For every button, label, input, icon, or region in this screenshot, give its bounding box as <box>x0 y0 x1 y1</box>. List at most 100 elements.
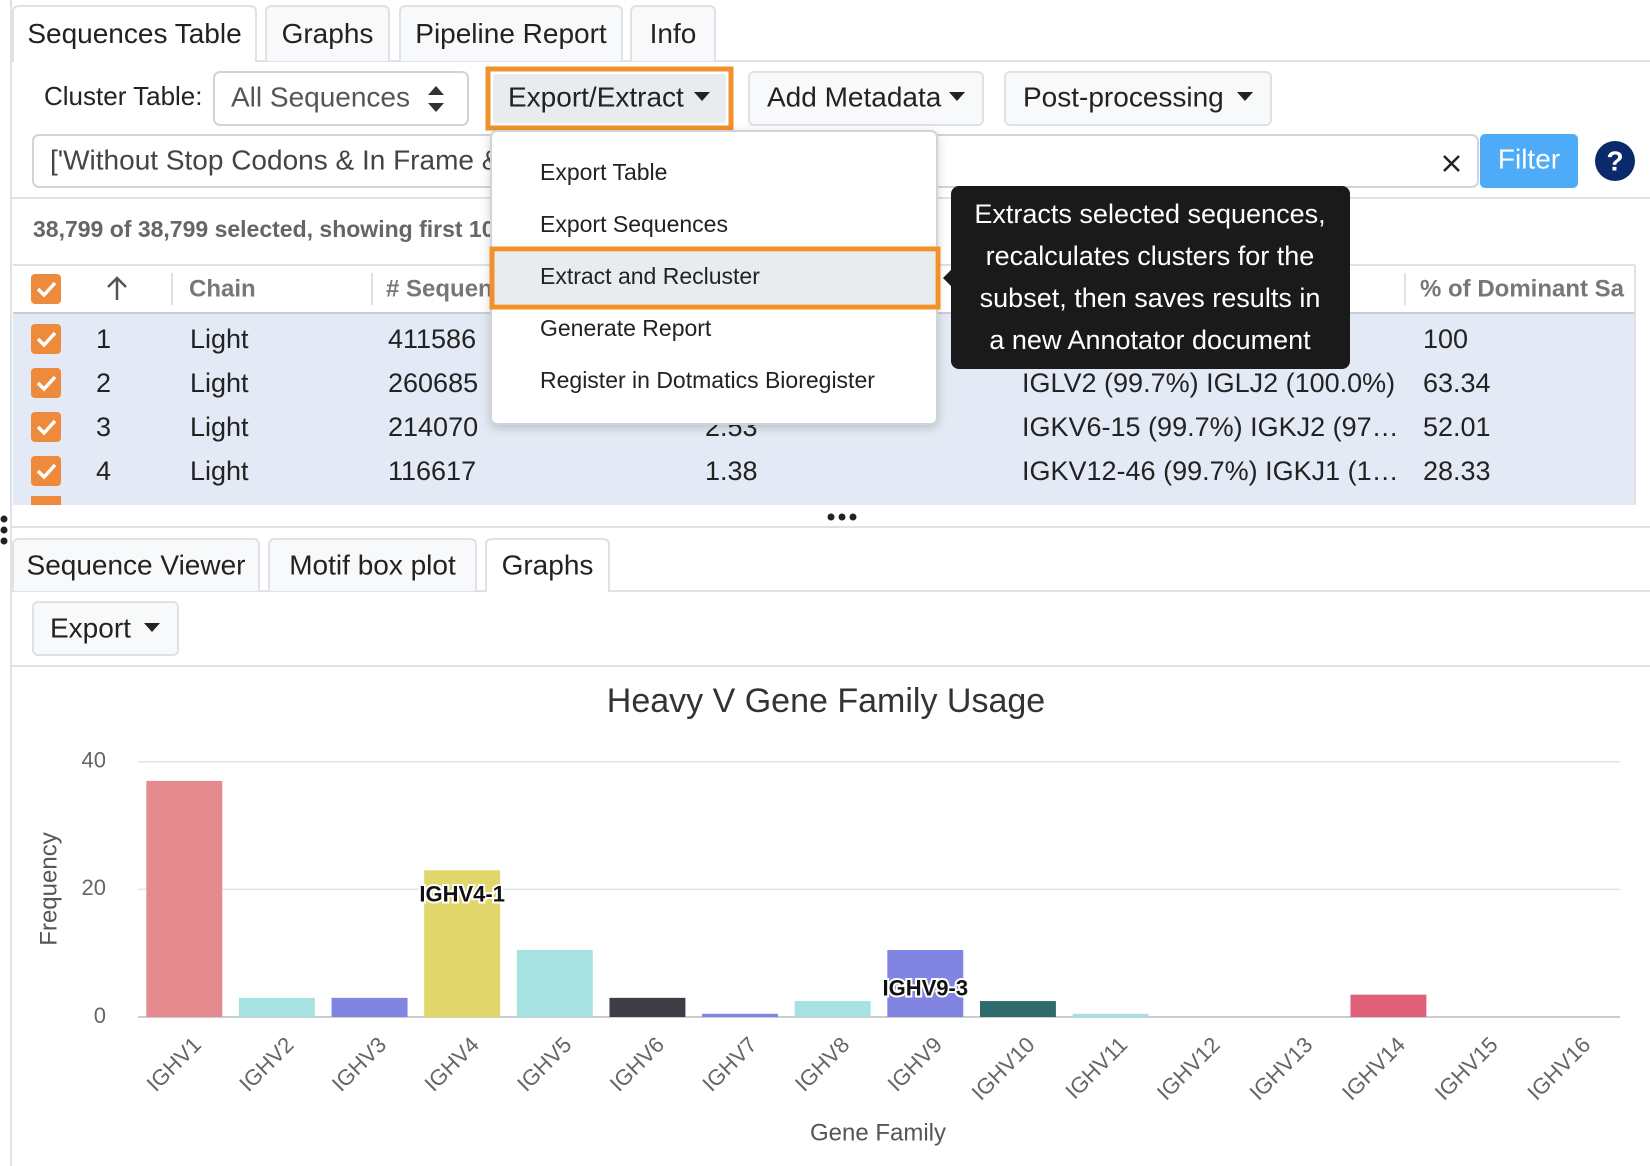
toolbar-button-label[interactable]: Export/Extract <box>508 81 684 112</box>
column-header[interactable]: Chain <box>189 275 256 302</box>
toolbar-button-label[interactable]: Add Metadata <box>767 81 942 112</box>
clear-icon[interactable] <box>1443 155 1460 172</box>
splitter-dot[interactable] <box>849 513 857 521</box>
table-cell: 411586 <box>388 324 476 354</box>
tab-label[interactable]: Graphs <box>502 549 594 580</box>
cluster-label: Cluster Table: <box>44 81 203 111</box>
table-cell: IGKV12-46 (99.7%) IGKJ1 (1… <box>1022 456 1399 486</box>
bar <box>146 780 223 1017</box>
help-icon[interactable] <box>1595 141 1635 181</box>
splitter-dot[interactable] <box>0 526 8 534</box>
checkmark <box>36 375 57 392</box>
bar <box>238 997 315 1017</box>
tooltip-line: recalculates clusters for the <box>986 241 1315 271</box>
checkmark <box>36 463 57 480</box>
table-cell: 100 <box>1423 324 1468 354</box>
table-cell: 52.01 <box>1423 412 1491 442</box>
help-icon-label[interactable]: ? <box>1606 145 1623 176</box>
tooltip-line: Extracts selected sequences, <box>974 199 1325 229</box>
y-tick-label: 20 <box>82 875 106 900</box>
table-cell: 4 <box>96 456 111 486</box>
toolbar-button[interactable] <box>748 71 984 126</box>
checkbox[interactable] <box>31 456 61 486</box>
active-tab[interactable] <box>12 5 257 61</box>
checkmark <box>36 281 57 298</box>
checkmark <box>36 331 57 348</box>
caret-icon <box>949 92 965 101</box>
tab-label[interactable]: Pipeline Report <box>415 18 607 49</box>
checkbox[interactable] <box>31 274 61 304</box>
tab-label[interactable]: Sequence Viewer <box>27 549 246 580</box>
tooltip-arrow <box>943 268 953 288</box>
bar <box>516 950 593 1017</box>
bar-annotation: IGHV9-3 <box>883 975 969 1000</box>
bar <box>609 997 686 1017</box>
splitter-dot[interactable] <box>0 515 8 523</box>
graph-export-button[interactable] <box>32 601 179 656</box>
table-cell: 260685 <box>388 368 478 398</box>
table-cell: Light <box>190 412 249 442</box>
tab-label[interactable]: Graphs <box>282 18 374 49</box>
tab[interactable] <box>399 5 623 61</box>
checkbox[interactable] <box>31 368 61 398</box>
y-tick-label: 40 <box>82 748 106 773</box>
splitter-dot[interactable] <box>827 513 835 521</box>
partial-checkbox <box>31 496 61 505</box>
tab-label[interactable]: Info <box>650 18 697 49</box>
menu-item[interactable]: Register in Dotmatics Bioregister <box>540 367 875 393</box>
graph-export-label[interactable]: Export <box>50 612 131 643</box>
table-cell: 1 <box>96 324 111 354</box>
menu-item[interactable]: Export Sequences <box>540 211 728 237</box>
menu-item[interactable]: Generate Report <box>540 315 712 341</box>
checkmark <box>36 419 57 436</box>
column-header[interactable]: % of Dominant Sa <box>1420 275 1625 302</box>
tab[interactable] <box>265 5 390 61</box>
highlight-border <box>485 66 734 131</box>
caret-icon <box>694 92 710 101</box>
tab[interactable] <box>12 538 260 591</box>
sort-arrow-icon[interactable] <box>107 276 127 300</box>
tab[interactable] <box>268 538 477 591</box>
menu-item-hover <box>493 252 935 304</box>
filter-button[interactable] <box>1480 134 1578 188</box>
bar <box>331 997 408 1017</box>
table-cell: Light <box>190 456 249 486</box>
x-axis-title: Gene Family <box>810 1119 946 1146</box>
checkbox[interactable] <box>31 324 61 354</box>
tab-label[interactable]: Motif box plot <box>289 549 456 580</box>
caret-icon <box>1237 92 1253 101</box>
checkbox[interactable] <box>31 412 61 442</box>
table-cell: Light <box>190 368 249 398</box>
bar <box>1350 994 1427 1017</box>
splitter-dot[interactable] <box>838 513 846 521</box>
tooltip <box>951 186 1350 369</box>
toolbar-button-label[interactable]: Post-processing <box>1023 81 1224 112</box>
tab-label[interactable]: Sequences Table <box>27 18 241 49</box>
cluster-select-value[interactable]: All Sequences <box>231 81 410 112</box>
active-tab[interactable] <box>485 538 610 591</box>
bar-annotation: IGHV4-1 <box>419 882 505 907</box>
menu-item[interactable]: Extract and Recluster <box>540 263 760 289</box>
bar <box>979 1001 1056 1017</box>
bar <box>887 950 964 1017</box>
caret-icon <box>144 623 160 632</box>
splitter-dot[interactable] <box>0 537 8 545</box>
table-cell: IGKV6-15 (99.7%) IGKJ2 (97… <box>1022 412 1399 442</box>
select-arrows-icon <box>428 86 444 112</box>
toolbar-button[interactable] <box>493 74 726 123</box>
tooltip-line: a new Annotator document <box>989 325 1311 355</box>
highlight-border <box>489 246 941 310</box>
bar <box>794 1001 871 1017</box>
cluster-select[interactable] <box>213 71 469 126</box>
bar <box>702 1013 779 1017</box>
table-cell: 214070 <box>388 412 478 442</box>
toolbar-button[interactable] <box>1004 71 1272 126</box>
tab[interactable] <box>630 5 716 61</box>
table-cell: 2 <box>96 368 111 398</box>
menu-item[interactable]: Export Table <box>540 159 667 185</box>
filter-query[interactable]: ['Without Stop Codons & In Frame & <box>50 144 501 175</box>
filter-button-label[interactable]: Filter <box>1498 143 1560 174</box>
tooltip-line: subset, then saves results in <box>980 283 1321 313</box>
